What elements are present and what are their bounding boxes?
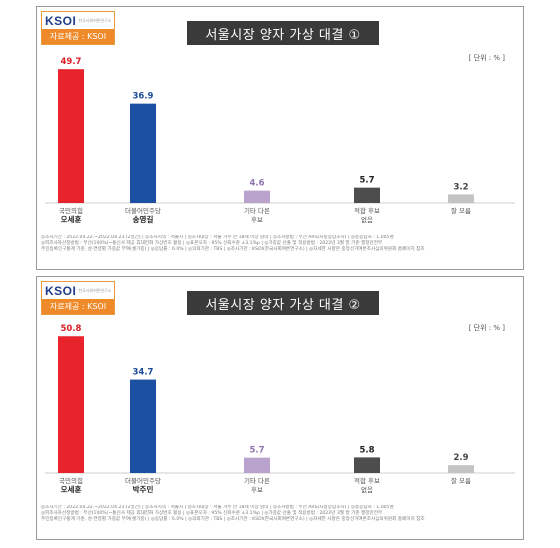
category-label: 기타 다른 xyxy=(244,206,270,215)
bar xyxy=(354,187,380,203)
category-label: 오세훈 xyxy=(61,214,82,224)
logo-mark: KSOI xyxy=(45,283,77,298)
category-label: 더불어민주당 xyxy=(125,206,161,215)
ksoi-logo: KSOI 한국사회여론연구소 자료제공 : KSOI xyxy=(41,281,115,315)
category-label: 잘 모름 xyxy=(451,477,471,485)
survey-footnote: ◎조사기간 : 2022.04.22.~2022.04.23.(2일간) | ◎… xyxy=(41,235,521,254)
data-label: 2.9 xyxy=(453,453,468,463)
bar xyxy=(58,69,84,203)
logo-subtitle: 한국사회여론연구소 xyxy=(78,17,112,23)
data-label: 49.7 xyxy=(61,57,82,67)
survey-footnote: ◎조사기간 : 2022.04.22.~2022.04.23.(2일간) | ◎… xyxy=(41,505,521,524)
bar xyxy=(244,457,270,473)
logo-mark: KSOI xyxy=(45,13,77,28)
data-label: 50.8 xyxy=(61,324,82,334)
ksoi-logo: KSOI 한국사회여론연구소 자료제공 : KSOI xyxy=(41,11,115,45)
chart-title: 서울시장 양자 가상 대결 ① xyxy=(187,21,379,45)
bar xyxy=(354,457,380,473)
footnote-line: 주민등록인구통계 기준, 성·연령별 가중값 부여(셀가중) | ◎응답률 : … xyxy=(41,247,425,253)
category-label: 적합 후보 xyxy=(354,206,380,215)
footnote-line: ◎조사기간 : 2022.04.22.~2022.04.23.(2일간) | ◎… xyxy=(41,235,394,240)
category-label: 오세훈 xyxy=(61,484,82,494)
category-label: 없음 xyxy=(361,486,373,494)
footnote-line: ◎조사기간 : 2022.04.22.~2022.04.23.(2일간) | ◎… xyxy=(41,505,394,510)
category-label: 후보 xyxy=(251,486,263,494)
unit-label: [ 단위 : % ] xyxy=(468,324,505,332)
category-label: 없음 xyxy=(361,216,373,224)
category-label: 후보 xyxy=(251,216,263,224)
bar xyxy=(448,194,474,203)
category-label: 기타 다른 xyxy=(244,476,270,485)
poll-panel-2: KSOI 한국사회여론연구소 자료제공 : KSOI 서울시장 양자 가상 대결… xyxy=(36,276,524,540)
data-label: 3.2 xyxy=(453,182,468,192)
poll-panel-1: KSOI 한국사회여론연구소 자료제공 : KSOI 서울시장 양자 가상 대결… xyxy=(36,6,524,270)
footnote-line: ◎피조사자선정방법 : 무선(100%)~통신사 제공 휴대전화 가상번호 활용… xyxy=(41,511,383,517)
data-label: 5.7 xyxy=(249,446,264,456)
category-label: 적합 후보 xyxy=(354,476,380,485)
data-label: 34.7 xyxy=(133,368,154,378)
category-label: 국민의힘 xyxy=(59,476,83,485)
bar xyxy=(244,190,270,203)
unit-label: [ 단위 : % ] xyxy=(468,54,505,62)
data-label: 4.6 xyxy=(249,179,264,189)
source-label: 자료제공 : KSOI xyxy=(42,29,114,44)
category-label: 국민의힘 xyxy=(59,206,83,215)
bar xyxy=(58,336,84,473)
logo-subtitle: 한국사회여론연구소 xyxy=(78,287,112,293)
data-label: 5.8 xyxy=(359,445,374,455)
category-label: 송영길 xyxy=(133,214,154,224)
bar xyxy=(130,379,156,473)
footnote-line: 주민등록인구통계 기준, 성·연령별 가중값 부여(셀가중) | ◎응답률 : … xyxy=(41,517,425,523)
category-label: 더불어민주당 xyxy=(125,476,161,485)
chart-title: 서울시장 양자 가상 대결 ② xyxy=(187,291,379,315)
bar xyxy=(448,465,474,473)
bar xyxy=(130,103,156,203)
footnote-line: ◎피조사자선정방법 : 무선(100%)~통신사 제공 휴대전화 가상번호 활용… xyxy=(41,241,383,247)
data-label: 5.7 xyxy=(359,176,374,186)
category-label: 박주민 xyxy=(133,484,154,494)
source-label: 자료제공 : KSOI xyxy=(42,299,114,314)
category-label: 잘 모름 xyxy=(451,207,471,215)
data-label: 36.9 xyxy=(133,92,154,102)
